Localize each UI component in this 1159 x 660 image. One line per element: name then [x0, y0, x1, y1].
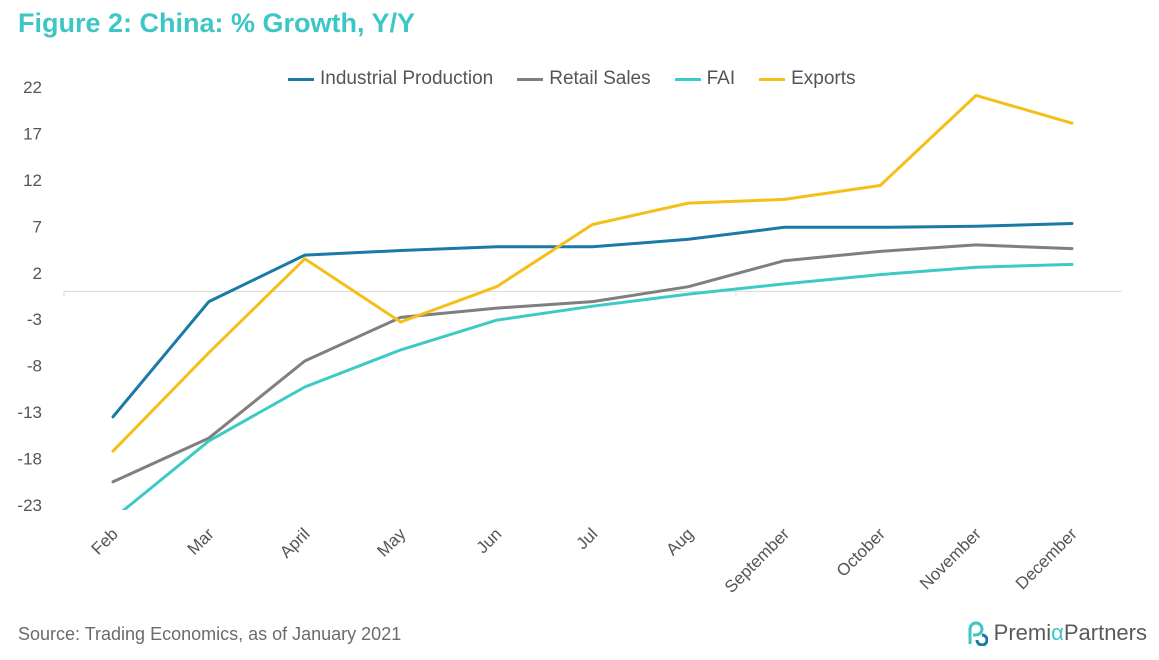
- x-tick-label: Feb: [88, 524, 122, 558]
- y-tick-label: -8: [27, 357, 42, 376]
- brand-name-part1: Premi: [993, 620, 1052, 645]
- legend-item-retail-sales: Retail Sales: [517, 68, 651, 90]
- x-tick-label: November: [916, 524, 985, 593]
- x-tick-label: May: [373, 524, 409, 560]
- series-line-industrial-production: [111, 222, 1074, 419]
- legend-item-industrial-production: Industrial Production: [288, 68, 493, 90]
- brand-name-part3: Partners: [1063, 620, 1147, 645]
- legend-swatch: [674, 77, 701, 81]
- series-line-fai: [121, 262, 1074, 510]
- y-tick-label: 12: [23, 171, 42, 190]
- y-tick-label: 22: [23, 78, 42, 97]
- brand-logo: Premi α Partners: [966, 620, 1147, 646]
- y-tick-label: -3: [27, 310, 42, 329]
- x-tick-label: September: [721, 524, 793, 596]
- series-line-retail-sales: [111, 243, 1074, 484]
- premia-logo-icon: [968, 621, 988, 646]
- y-tick-label: -23: [17, 496, 42, 515]
- chart-legend: Industrial Production Retail Sales FAI Expo…: [288, 68, 880, 90]
- chart-title: Figure 2: China: % Growth, Y/Y: [18, 8, 416, 38]
- legend-label: FAI: [706, 68, 736, 89]
- x-tick-label: April: [276, 524, 313, 561]
- legend-label: Industrial Production: [320, 68, 494, 89]
- legend-label: Retail Sales: [549, 68, 651, 89]
- brand-name-alpha: α: [1051, 620, 1064, 645]
- x-tick-label: Aug: [662, 524, 697, 559]
- series-line-exports: [111, 93, 1074, 453]
- y-tick-label: 17: [23, 124, 42, 143]
- legend-item-exports: Exports: [759, 68, 856, 90]
- y-tick-label: -13: [17, 403, 42, 422]
- x-tick-label: Jul: [573, 524, 602, 553]
- y-tick-label: 2: [33, 264, 42, 283]
- y-tick-label: 7: [33, 217, 42, 236]
- legend-label: Exports: [791, 68, 856, 89]
- x-tick-label: Mar: [184, 524, 218, 558]
- legend-swatch: [759, 77, 786, 81]
- line-chart: 22 17 12 7 2 -3 -8 -13 -18 -23 Feb Mar April May Jun Ju…: [17, 78, 1122, 597]
- x-tick-label: Jun: [473, 524, 506, 557]
- x-tick-label: October: [833, 524, 889, 580]
- legend-item-fai: FAI: [674, 68, 736, 90]
- legend-swatch: [288, 77, 314, 81]
- y-tick-label: -18: [17, 450, 42, 469]
- legend-swatch: [517, 77, 544, 81]
- source-note: Source: Trading Economics, as of January…: [18, 624, 402, 644]
- series-group: [111, 93, 1074, 510]
- x-tick-label: December: [1012, 524, 1081, 593]
